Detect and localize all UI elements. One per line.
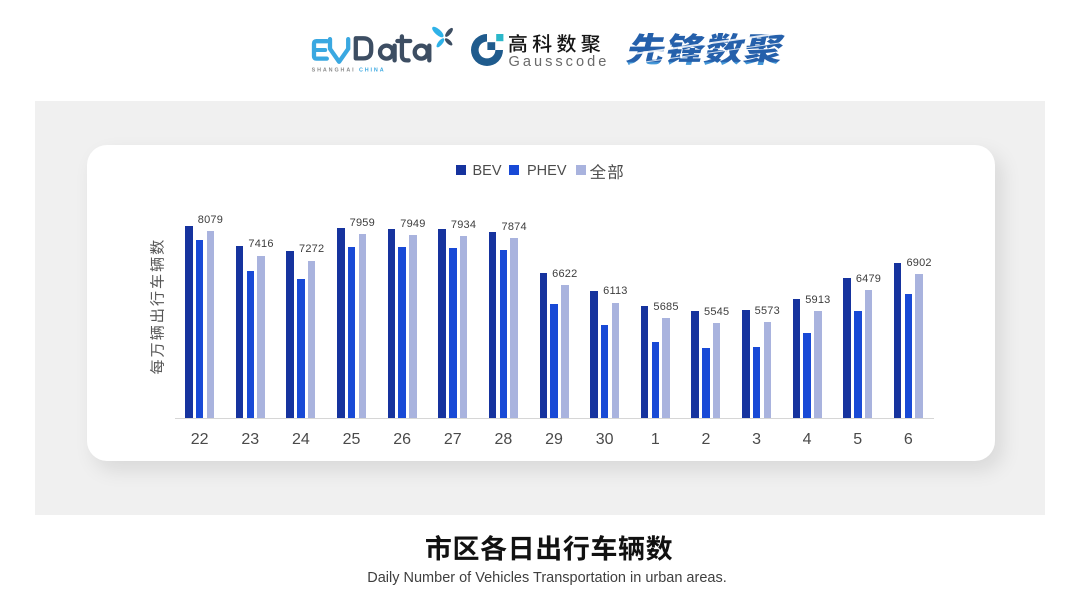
svg-text:SHANGHAI CHINA: SHANGHAI CHINA bbox=[312, 68, 386, 74]
